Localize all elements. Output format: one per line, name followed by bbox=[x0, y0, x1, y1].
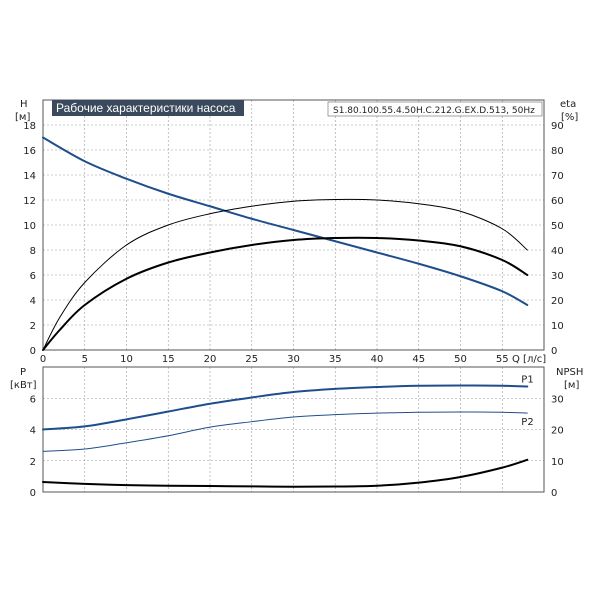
power-npsh-panel: P [кВт] NPSH [м] 0 2 4 6 0 10 20 30 P1 P2 bbox=[10, 366, 583, 499]
y-right-tick-label: 30 bbox=[551, 271, 564, 282]
y-right-label-line2: [%] bbox=[561, 112, 578, 123]
x-tick-label: 15 bbox=[162, 354, 175, 365]
y-right-tick-label: 10 bbox=[551, 321, 564, 332]
npsh-tick-label: 20 bbox=[551, 426, 564, 437]
bottom-grid bbox=[43, 367, 544, 492]
efficiency-curve-thin bbox=[42, 198, 528, 351]
p-label-line1: P bbox=[20, 367, 26, 378]
top-series-lines bbox=[42, 136, 529, 351]
y-left-tick-label: 10 bbox=[23, 221, 36, 232]
x-tick-label: 25 bbox=[245, 354, 258, 365]
series-label-p2: P2 bbox=[521, 417, 533, 428]
title-box bbox=[52, 100, 244, 116]
p1-curve bbox=[42, 384, 529, 431]
y-right-label-line1: eta bbox=[560, 99, 576, 110]
y-left-tick-label: 6 bbox=[30, 271, 36, 282]
x-tick-label: 55 bbox=[496, 354, 509, 365]
chart-title: Рабочие характеристики насоса bbox=[56, 101, 236, 115]
npsh-label-line2: [м] bbox=[564, 380, 579, 391]
npsh-label-line1: NPSH bbox=[556, 367, 583, 378]
y-right-tick-label: 20 bbox=[551, 296, 564, 307]
y-left-tick-label: 12 bbox=[23, 196, 36, 207]
x-tick-label: 30 bbox=[287, 354, 300, 365]
series-label-p1: P1 bbox=[521, 375, 533, 386]
p-label-line2: [кВт] bbox=[10, 380, 37, 391]
p-tick-labels: 0 2 4 6 bbox=[30, 394, 36, 499]
y-right-tick-label: 40 bbox=[551, 246, 564, 257]
x-tick-label: 0 bbox=[40, 354, 46, 365]
x-axis-label: Q [л/с] bbox=[512, 354, 546, 365]
x-tick-label: 10 bbox=[120, 354, 133, 365]
p-tick-label: 2 bbox=[30, 457, 36, 468]
y-right-tick-label: 60 bbox=[551, 196, 564, 207]
y-left-label-line2: [м] bbox=[15, 112, 30, 123]
y-left-tick-label: 0 bbox=[30, 346, 36, 357]
x-tick-label: 40 bbox=[371, 354, 384, 365]
head-curve bbox=[42, 136, 529, 306]
p-tick-label: 0 bbox=[30, 488, 36, 499]
top-grid bbox=[43, 100, 544, 350]
y-right-tick-label: 50 bbox=[551, 221, 564, 232]
y-left-tick-label: 18 bbox=[23, 121, 36, 132]
npsh-tick-label: 10 bbox=[551, 457, 564, 468]
x-tick-labels: 0 5 10 15 20 25 30 35 40 45 50 55 bbox=[40, 354, 509, 365]
y-left-tick-label: 8 bbox=[30, 246, 36, 257]
y-left-tick-label: 2 bbox=[30, 321, 36, 332]
model-label-box bbox=[327, 101, 543, 117]
y-right-tick-label: 70 bbox=[551, 171, 564, 182]
bottom-series-lines: P1 P2 bbox=[42, 375, 534, 488]
p2-curve bbox=[42, 411, 528, 452]
x-tick-label: 45 bbox=[412, 354, 425, 365]
y-right-tick-labels: 0 10 20 30 40 50 60 70 80 90 bbox=[551, 121, 564, 357]
model-label: S1.80.100.55.4.50H.C.212.G.EX.D.513, 50H… bbox=[333, 106, 535, 116]
x-tick-label: 20 bbox=[204, 354, 217, 365]
y-right-tick-label: 0 bbox=[551, 346, 557, 357]
y-left-tick-label: 4 bbox=[30, 296, 36, 307]
y-left-tick-labels: 0 2 4 6 8 10 12 14 16 18 bbox=[23, 121, 36, 357]
head-efficiency-panel: Рабочие характеристики насоса S1.80.100.… bbox=[15, 99, 578, 365]
y-right-tick-label: 90 bbox=[551, 121, 564, 132]
x-tick-label: 5 bbox=[82, 354, 88, 365]
p-tick-label: 4 bbox=[30, 426, 36, 437]
y-left-tick-label: 16 bbox=[23, 146, 36, 157]
npsh-curve bbox=[42, 458, 529, 488]
npsh-tick-label: 30 bbox=[551, 394, 564, 405]
top-plot-frame bbox=[42, 99, 545, 351]
y-left-label-line1: H bbox=[20, 99, 28, 110]
npsh-tick-labels: 0 10 20 30 bbox=[551, 394, 564, 499]
y-right-tick-label: 80 bbox=[551, 146, 564, 157]
y-left-tick-label: 14 bbox=[23, 171, 36, 182]
p-tick-label: 6 bbox=[30, 394, 36, 405]
efficiency-curve-thick bbox=[42, 236, 529, 351]
x-tick-label: 50 bbox=[454, 354, 467, 365]
x-tick-label: 35 bbox=[329, 354, 342, 365]
npsh-tick-label: 0 bbox=[551, 488, 557, 499]
